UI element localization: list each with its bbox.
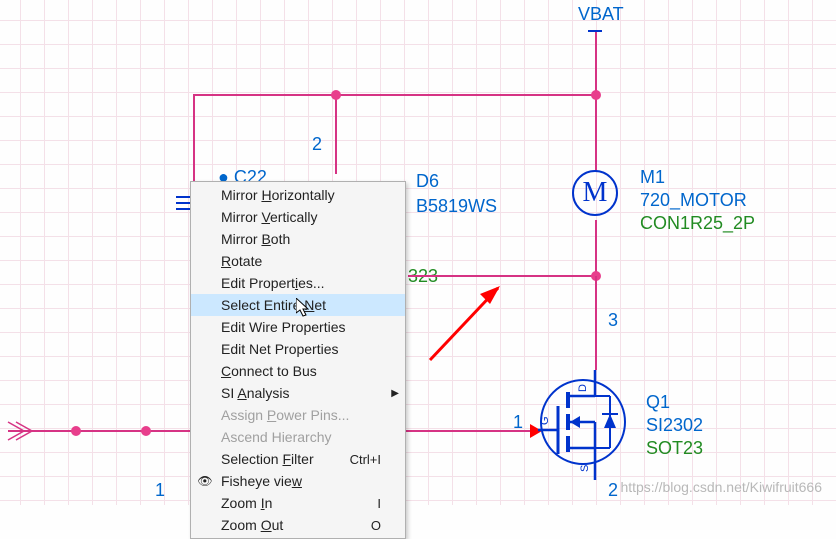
component-ref-m1[interactable]: M1 — [640, 167, 665, 188]
menu-item-label: Mirror Both — [221, 231, 290, 247]
svg-text:S: S — [579, 465, 591, 472]
menu-item-10: Assign Power Pins... — [191, 404, 405, 426]
menu-item-2[interactable]: Mirror Both — [191, 228, 405, 250]
menu-item-12[interactable]: Selection Filter Ctrl+I — [191, 448, 405, 470]
pin-label-2: 2 — [312, 134, 322, 155]
menu-item-shortcut: Ctrl+I — [350, 452, 381, 467]
menu-item-14[interactable]: Zoom In I — [191, 492, 405, 514]
menu-item-label: Ascend Hierarchy — [221, 429, 332, 445]
pin-label-3: 3 — [608, 310, 618, 331]
svg-text:D: D — [577, 384, 589, 392]
wire-top[interactable] — [193, 94, 598, 96]
menu-item-3[interactable]: Rotate — [191, 250, 405, 272]
wire-m1-bot[interactable] — [595, 220, 597, 276]
wire-q1-drain[interactable] — [595, 276, 597, 370]
menu-item-1[interactable]: Mirror Vertically — [191, 206, 405, 228]
menu-item-label: Edit Properties... — [221, 275, 325, 291]
schematic-canvas[interactable]: VBAT 2 ● C22 D6 B5819WS 323 M M1 720_MOT… — [0, 0, 836, 505]
menu-item-label: Mirror Horizontally — [221, 187, 335, 203]
wire-mid[interactable] — [408, 275, 598, 277]
component-ref-d6[interactable]: D6 — [416, 171, 439, 192]
wire-left-top[interactable] — [193, 94, 195, 184]
menu-item-9[interactable]: SI Analysis ▶ — [191, 382, 405, 404]
menu-item-4[interactable]: Edit Properties... — [191, 272, 405, 294]
svg-text:G: G — [539, 416, 551, 425]
pin-label-2b: 2 — [608, 480, 618, 501]
menu-item-8[interactable]: Connect to Bus — [191, 360, 405, 382]
junction — [591, 90, 601, 100]
component-value-m1[interactable]: 720_MOTOR — [640, 190, 747, 211]
context-menu[interactable]: Mirror Horizontally Mirror Vertically Mirr… — [190, 181, 406, 539]
submenu-arrow-icon: ▶ — [391, 388, 399, 399]
menu-item-label: Rotate — [221, 253, 262, 269]
wire-vbat[interactable] — [595, 32, 597, 94]
menu-item-15[interactable]: Zoom Out O — [191, 514, 405, 536]
pin-label-1b: 1 — [155, 480, 165, 501]
menu-item-label: Zoom In — [221, 495, 272, 511]
menu-item-label: SI Analysis — [221, 385, 290, 401]
motor-symbol[interactable]: M — [572, 170, 618, 216]
pin-label-1: 1 — [513, 412, 523, 433]
component-footprint-m1[interactable]: CON1R25_2P — [640, 213, 755, 234]
vbat-bar — [588, 30, 602, 32]
net-label-vbat[interactable]: VBAT — [578, 4, 624, 25]
menu-item-7[interactable]: Edit Net Properties — [191, 338, 405, 360]
menu-item-label: Mirror Vertically — [221, 209, 317, 225]
junction — [141, 426, 151, 436]
menu-item-shortcut: O — [371, 518, 381, 533]
wire-d6-top[interactable] — [335, 94, 337, 174]
component-ref-q1[interactable]: Q1 — [646, 392, 670, 413]
component-footprint-q1[interactable]: SOT23 — [646, 438, 703, 459]
menu-item-label: Select Entire Net — [221, 297, 326, 313]
menu-item-5[interactable]: Select Entire Net — [191, 294, 405, 316]
component-value-d6[interactable]: B5819WS — [416, 196, 497, 217]
component-value-q1[interactable]: SI2302 — [646, 415, 703, 436]
eye-icon: 👁 — [197, 474, 213, 488]
offpage-connector-icon[interactable] — [6, 418, 36, 444]
menu-item-label: Selection Filter — [221, 451, 314, 467]
menu-item-label: Assign Power Pins... — [221, 407, 349, 423]
menu-item-label: Edit Wire Properties — [221, 319, 345, 335]
mosfet-symbol[interactable]: D G S — [538, 362, 628, 482]
menu-item-11: Ascend Hierarchy — [191, 426, 405, 448]
wire-m1-top[interactable] — [595, 94, 597, 172]
menu-item-0[interactable]: Mirror Horizontally — [191, 184, 405, 206]
junction — [71, 426, 81, 436]
menu-item-6[interactable]: Edit Wire Properties — [191, 316, 405, 338]
watermark: https://blog.csdn.net/Kiwifruit666 — [620, 479, 822, 495]
menu-item-13[interactable]: Fisheye view 👁 — [191, 470, 405, 492]
junction — [331, 90, 341, 100]
menu-item-label: Edit Net Properties — [221, 341, 339, 357]
menu-item-label: Connect to Bus — [221, 363, 317, 379]
menu-item-label: Fisheye view — [221, 473, 302, 489]
motor-letter: M — [583, 177, 608, 209]
menu-item-label: Zoom Out — [221, 517, 283, 533]
menu-item-shortcut: I — [377, 496, 381, 511]
